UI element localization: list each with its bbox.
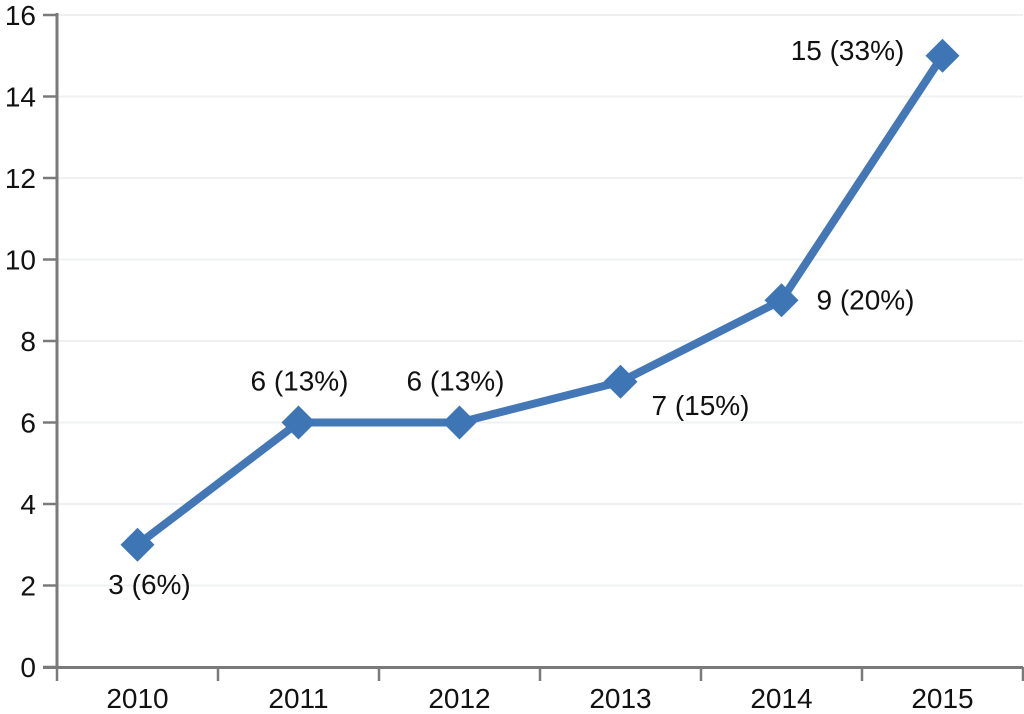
data-point-label: 15 (33%) (791, 35, 905, 66)
y-tick-label: 12 (5, 163, 36, 194)
data-point-label: 7 (15%) (651, 390, 749, 421)
data-point-marker (442, 405, 477, 440)
data-point-marker (603, 364, 638, 399)
data-point-label: 6 (13%) (406, 366, 504, 397)
y-tick-label: 8 (20, 326, 36, 357)
data-point-label: 6 (13%) (250, 366, 348, 397)
y-tick-label: 6 (20, 408, 36, 439)
y-tick-label: 10 (5, 245, 36, 276)
data-point-marker (120, 527, 155, 562)
y-tick-label: 2 (20, 571, 36, 602)
x-tick-label: 2015 (911, 683, 973, 714)
x-tick-label: 2010 (106, 683, 168, 714)
y-tick-label: 0 (20, 652, 36, 683)
data-line (133, 51, 947, 549)
x-tick-label: 2014 (750, 683, 812, 714)
data-point-marker (925, 38, 960, 73)
data-point-label: 3 (6%) (108, 569, 190, 600)
x-tick-label: 2011 (268, 683, 328, 714)
data-point-marker (281, 405, 316, 440)
data-point-marker (764, 283, 799, 318)
data-point-label: 9 (20%) (816, 284, 914, 315)
x-tick-label: 2013 (589, 683, 651, 714)
y-tick-label: 14 (5, 82, 36, 113)
x-tick-label: 2012 (428, 683, 490, 714)
y-tick-label: 4 (20, 489, 36, 520)
y-tick-label: 16 (5, 0, 36, 31)
